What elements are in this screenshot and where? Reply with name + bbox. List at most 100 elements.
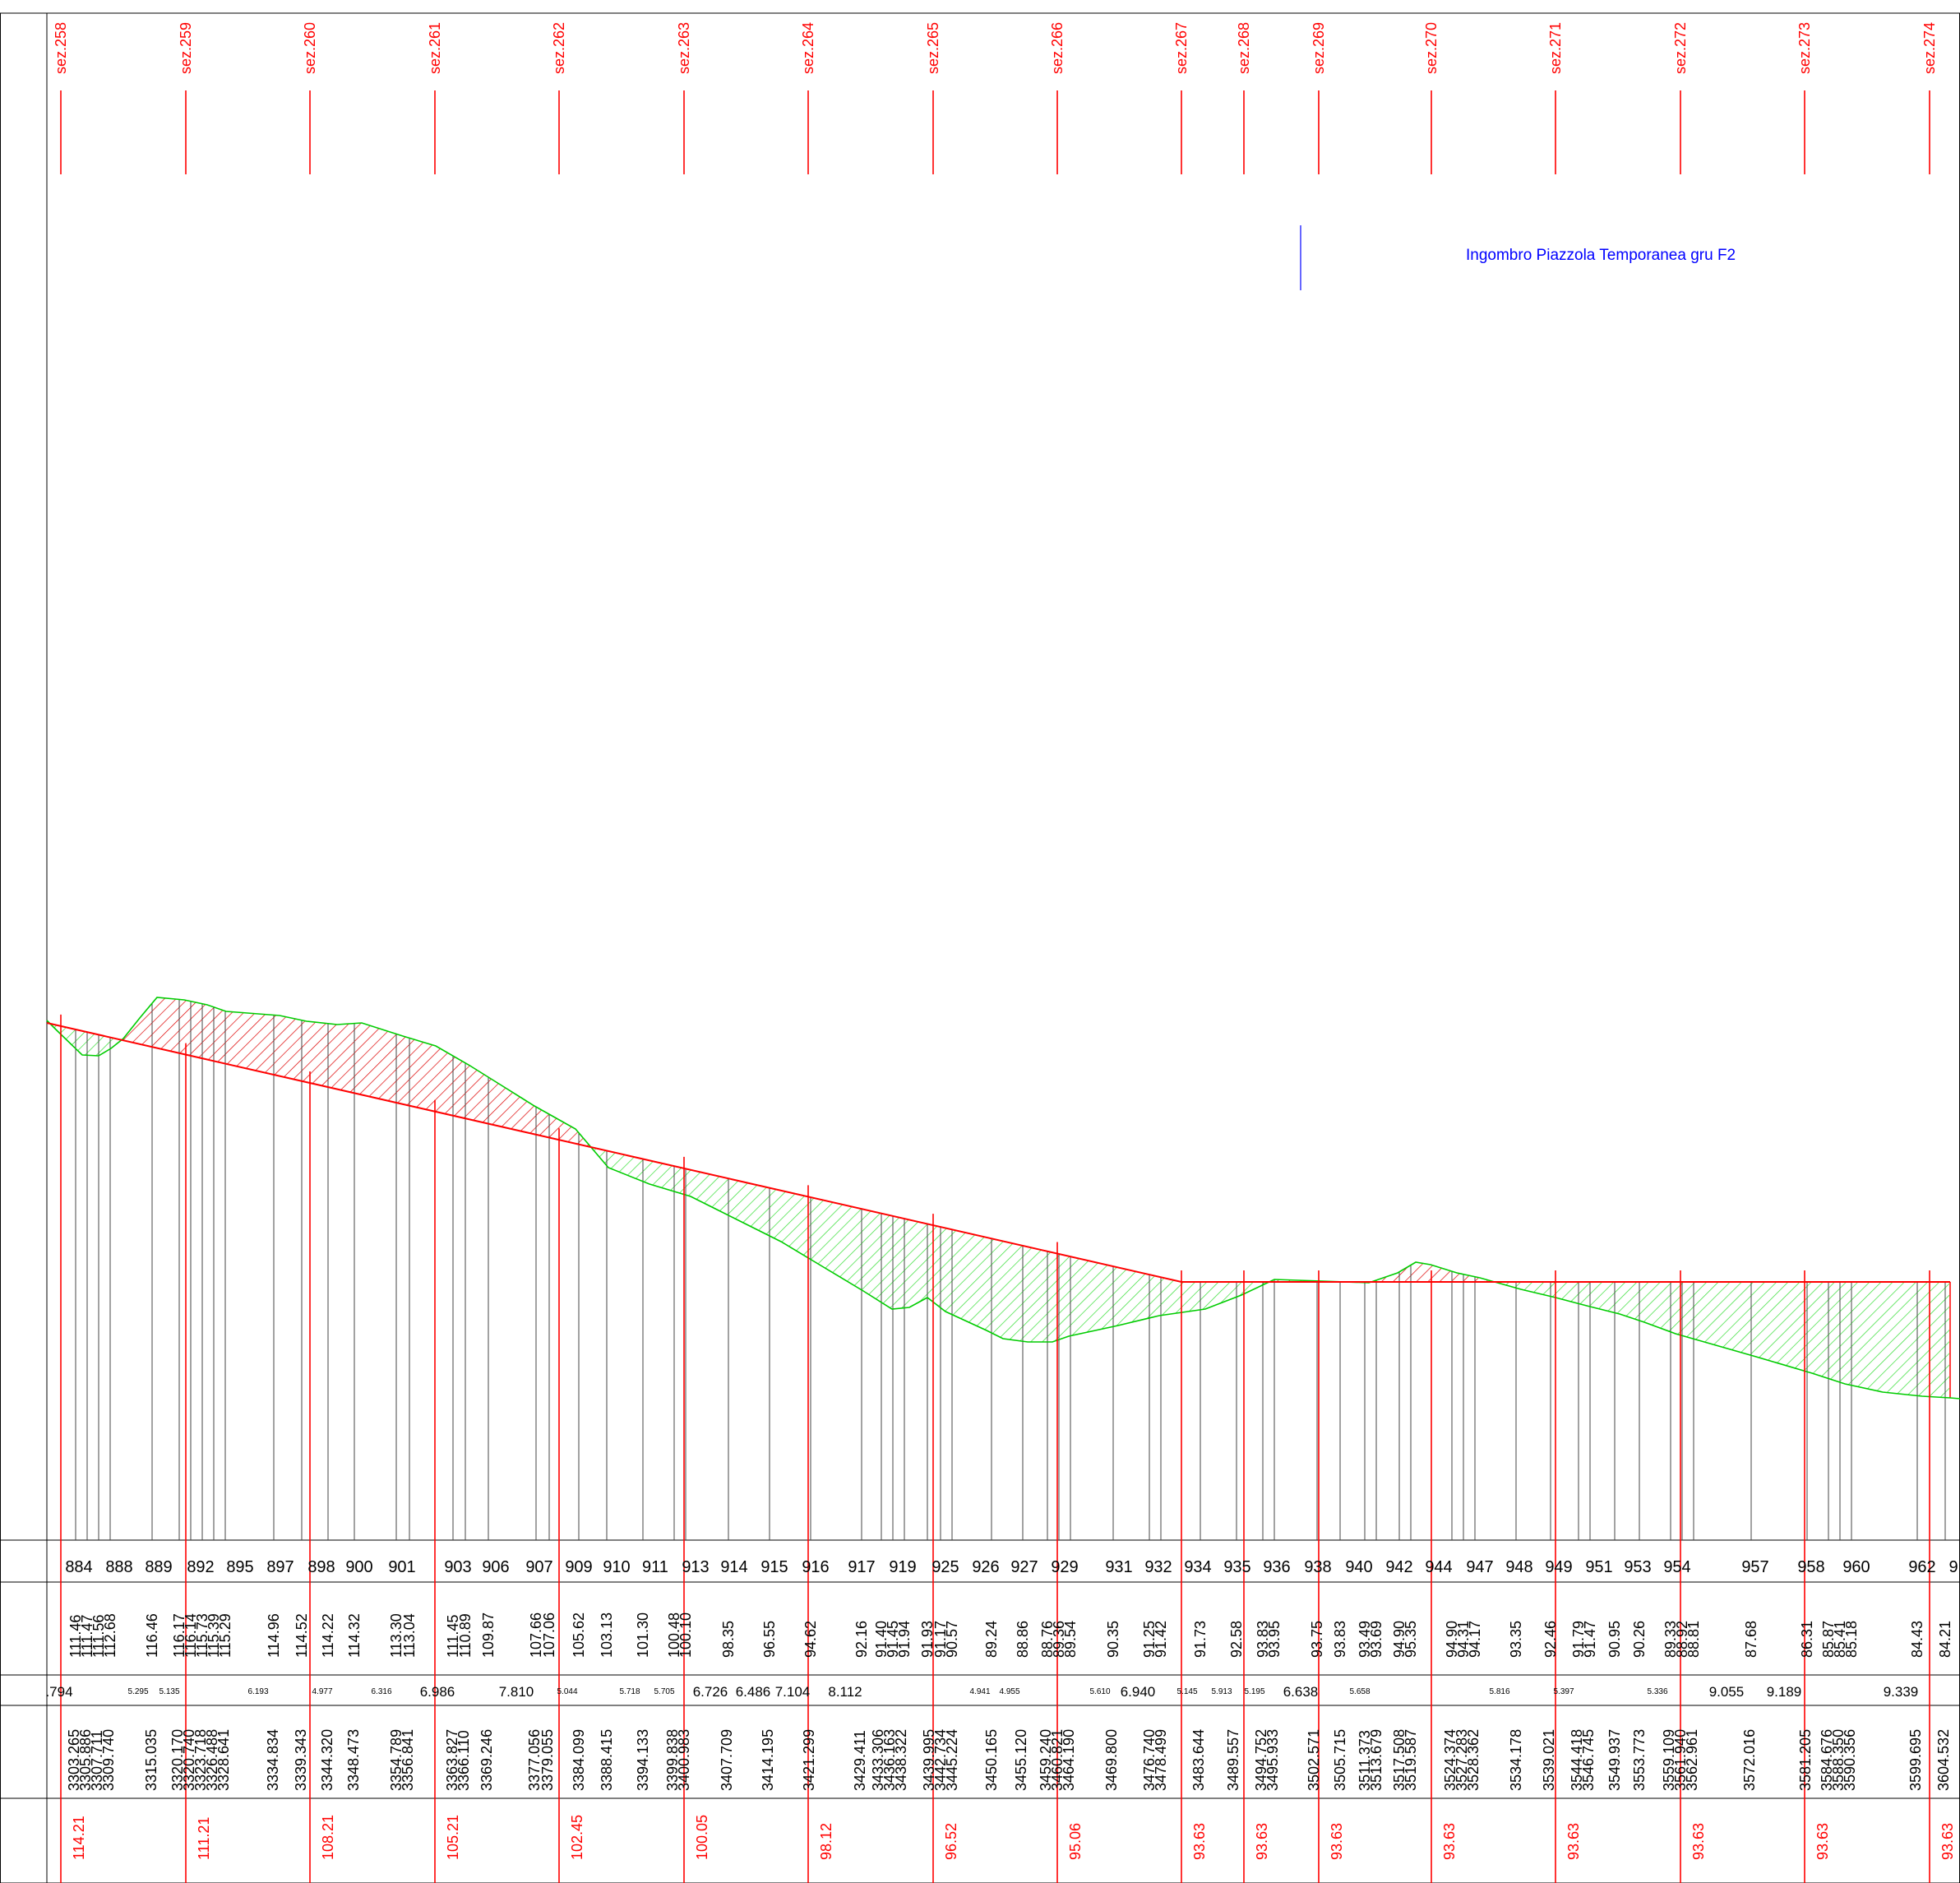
ground-elevation: 84.43 [1909, 1621, 1925, 1658]
progressive-distance: 3604.532 [1935, 1729, 1952, 1791]
progressive-distance: 3303.265 [66, 1729, 82, 1791]
progressive-distance: 3344.320 [319, 1729, 335, 1791]
partial-distance: 5.705 [654, 1687, 674, 1696]
partial-distance: 5.336 [1647, 1687, 1667, 1696]
terrain-profile-line [46, 997, 1960, 1400]
section-label: sez.258 [53, 22, 69, 74]
progressive-distance: 3502.571 [1306, 1729, 1322, 1791]
section-label: sez.269 [1311, 22, 1327, 74]
ground-elevation: 88.86 [1015, 1621, 1031, 1658]
point-number: 947 [1466, 1558, 1493, 1576]
section-label: sez.263 [676, 22, 692, 74]
point-number-row: 884 888 889 892 895 897 898 900 901 903 906 907 909 9… [65, 1558, 1958, 1576]
section-label: sez.273 [1796, 22, 1813, 74]
progressive-distance: 3394.133 [635, 1729, 651, 1791]
progressive-distance: 3320.170 [169, 1729, 186, 1791]
partial-distance: 4.941 [969, 1687, 990, 1696]
section-label: sez.270 [1423, 22, 1440, 74]
ground-elevation: 93.83 [1255, 1621, 1271, 1658]
point-number: 948 [1505, 1558, 1532, 1576]
point-number: 903 [444, 1558, 471, 1576]
point-number: 944 [1425, 1558, 1452, 1576]
progressive-distance: 3483.644 [1190, 1729, 1207, 1791]
progressive-distance: 3546.745 [1580, 1729, 1597, 1791]
ground-elevation: 91.73 [1192, 1621, 1209, 1658]
section-design-elevation: 105.21 [445, 1815, 461, 1860]
progressive-distance: 3519.587 [1403, 1729, 1419, 1791]
point-number: 906 [482, 1558, 509, 1576]
partial-distance: 6.486 [736, 1684, 771, 1700]
ground-elevation: 85.18 [1843, 1621, 1860, 1658]
progressive-distance: 3436.163 [881, 1729, 898, 1791]
progressive-distance: 3528.362 [1465, 1729, 1482, 1791]
progressive-distance: 3489.557 [1225, 1729, 1241, 1791]
section-design-elevation: 93.63 [1814, 1823, 1831, 1860]
section-label: sez.272 [1672, 22, 1689, 74]
progressive-distance: 3369.246 [478, 1729, 495, 1791]
partial-distance: 4.977 [312, 1687, 332, 1696]
progressive-distance: 3377.056 [526, 1729, 543, 1791]
progressive-distance: 3354.789 [388, 1729, 404, 1791]
ground-elevation: 91.45 [885, 1621, 901, 1658]
progressive-distance: 3539.021 [1541, 1729, 1557, 1791]
point-number: 909 [565, 1558, 592, 1576]
progressive-distance: 3590.356 [1842, 1729, 1858, 1791]
partial-distance: 8.112 [828, 1684, 862, 1700]
progressive-distance: 3305.886 [77, 1729, 94, 1791]
section-design-elevation: 93.63 [1441, 1823, 1458, 1860]
section-label: sez.267 [1173, 22, 1190, 74]
ground-elevation: 93.83 [1332, 1621, 1348, 1658]
section-design-elevation: 93.63 [1191, 1823, 1208, 1860]
ground-elevation: 107.66 [528, 1612, 544, 1658]
ground-elevation: 113.30 [388, 1613, 404, 1658]
point-number: 925 [931, 1558, 959, 1576]
ground-elevation: 96.55 [761, 1621, 778, 1658]
ground-elevation: 90.35 [1105, 1621, 1121, 1658]
point-number: 884 [65, 1558, 92, 1576]
ground-elevation: 89.33 [1662, 1621, 1679, 1658]
ground-elevation: 87.68 [1743, 1621, 1759, 1658]
progressive-distance: 3559.109 [1661, 1729, 1677, 1791]
ground-elevation: 111.45 [445, 1615, 461, 1658]
cut-fill-regions [47, 997, 1951, 1398]
partial-distance: 6.193 [247, 1687, 268, 1696]
ground-elevation: 93.35 [1508, 1621, 1524, 1658]
ground-elevation: 103.13 [599, 1612, 615, 1658]
point-number: 929 [1051, 1558, 1078, 1576]
point-number: 901 [388, 1558, 415, 1576]
progressive-distance: 3459.240 [1038, 1729, 1054, 1791]
progressive-distance: 3549.937 [1606, 1729, 1623, 1791]
point-number: 957 [1741, 1558, 1768, 1576]
point-number: 897 [266, 1558, 294, 1576]
progressive-distance: 3469.800 [1103, 1729, 1120, 1791]
point-number: 953 [1624, 1558, 1651, 1576]
section-design-elevation: 100.05 [694, 1815, 710, 1860]
point-number: 958 [1797, 1558, 1824, 1576]
partial-distance: 5.295 [127, 1687, 148, 1696]
progressive-distance: 3307.711 [89, 1730, 105, 1791]
section-label: sez.265 [925, 22, 941, 74]
progressive-distance: 3339.343 [293, 1729, 309, 1791]
progressive-distance: 3505.715 [1332, 1729, 1348, 1791]
section-design-elevation: 93.63 [1254, 1823, 1270, 1860]
point-number: 910 [603, 1558, 630, 1576]
section-design-elevation: 93.63 [1690, 1823, 1707, 1860]
ground-elevation: 112.68 [102, 1613, 118, 1658]
section-label: sez.260 [302, 22, 318, 74]
ground-elevation: 95.35 [1403, 1621, 1419, 1658]
progressive-distance: 3356.841 [400, 1729, 416, 1791]
ground-elevation: 91.42 [1153, 1621, 1169, 1658]
ground-elevation: 111.56 [90, 1615, 107, 1658]
point-number: 889 [145, 1558, 172, 1576]
point-number: 895 [226, 1558, 253, 1576]
ground-elevation: 114.22 [320, 1613, 336, 1658]
partial-distance: .794 [45, 1684, 72, 1700]
progressive-distance: 3439.995 [921, 1729, 937, 1791]
progressive-distance: 3581.205 [1797, 1729, 1814, 1791]
progressive-distance: 3445.224 [944, 1729, 960, 1791]
ground-elevation: 90.26 [1631, 1621, 1648, 1658]
point-number: 936 [1263, 1558, 1290, 1576]
ground-elevation: 100.10 [677, 1612, 694, 1658]
ground-elevation: 92.46 [1542, 1621, 1559, 1658]
partial-distance: 6.638 [1283, 1684, 1319, 1700]
